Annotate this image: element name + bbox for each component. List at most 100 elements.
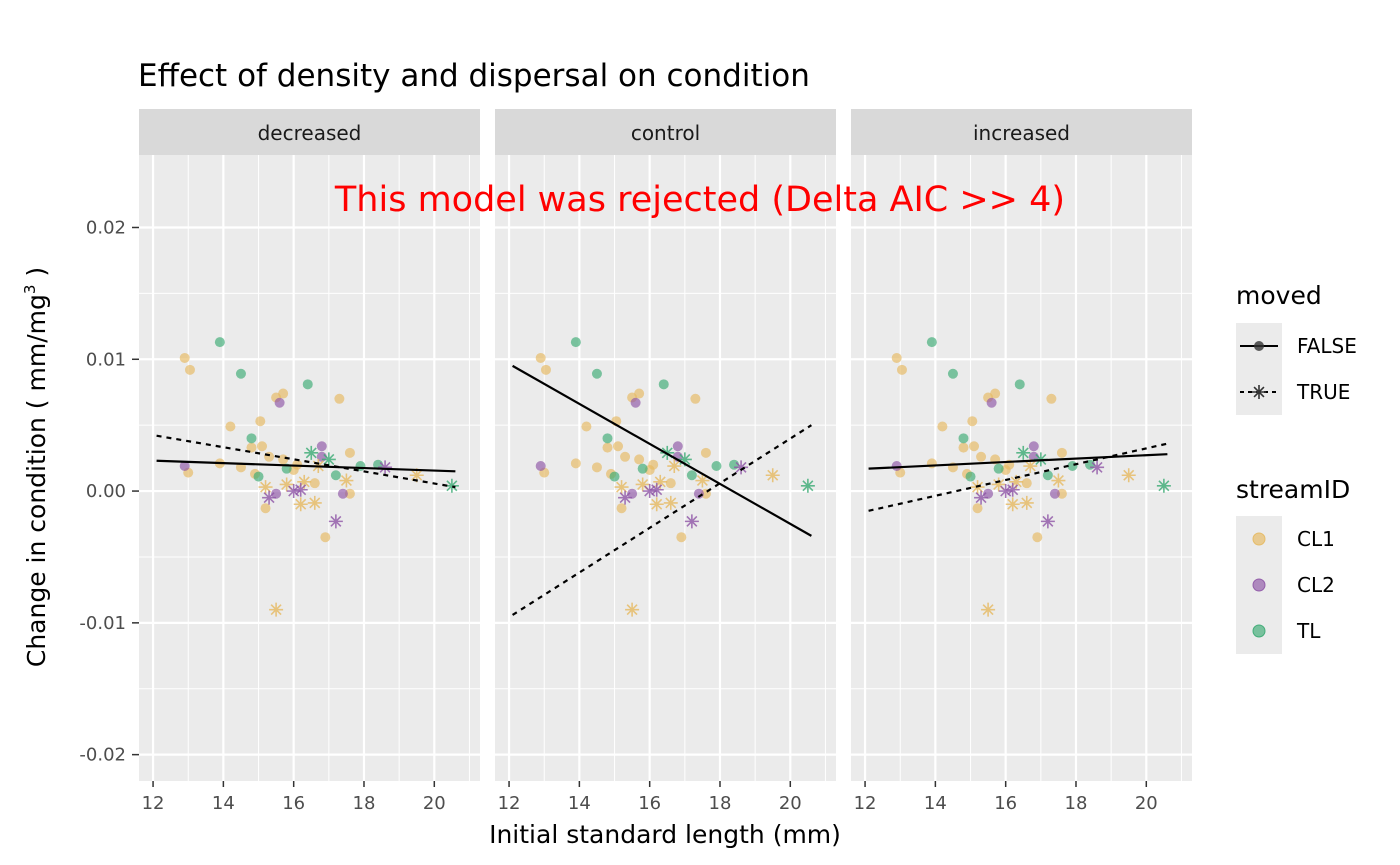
data-point (1021, 478, 1032, 489)
x-tick-label: 20 (1135, 793, 1158, 814)
fit-line-false (868, 453, 1168, 470)
data-point (926, 458, 937, 469)
data-point (570, 337, 581, 348)
legend-key-dot (1252, 578, 1266, 592)
data-point (337, 488, 348, 499)
fit-line-true (868, 442, 1168, 512)
legend-key-dot (1254, 341, 1264, 351)
data-point (986, 397, 997, 408)
data-point-star (991, 477, 1006, 492)
data-point (958, 442, 969, 453)
data-point (616, 503, 627, 514)
data-point (627, 488, 638, 499)
strip-label: increased (973, 121, 1070, 145)
legend-key-dot (1252, 624, 1266, 638)
y-axis-title-close: ) (22, 267, 51, 285)
data-point (591, 462, 602, 473)
data-point-star (1019, 495, 1034, 510)
data-point-star (1009, 474, 1024, 489)
data-point (672, 441, 683, 452)
data-point (613, 441, 624, 452)
data-point (637, 463, 648, 474)
data-point (711, 461, 722, 472)
x-tick-label: 16 (282, 793, 305, 814)
data-point (634, 388, 645, 399)
data-point-star (304, 445, 319, 460)
data-point (993, 463, 1004, 474)
data-point-star (258, 480, 273, 495)
rejection-annotation: This model was rejected (Delta AIC >> 4) (334, 180, 1065, 220)
data-point-star (262, 490, 277, 505)
data-point-star (1005, 497, 1020, 512)
data-point (1046, 393, 1057, 404)
y-tick-label: 0.02 (86, 217, 126, 238)
data-point (665, 478, 676, 489)
legend-label-tl: TL (1296, 619, 1321, 643)
data-point-star (339, 473, 354, 488)
data-point (535, 352, 546, 363)
legend-label-true: TRUE (1296, 380, 1350, 404)
data-point-star (1040, 514, 1055, 529)
panel-background (495, 155, 836, 781)
data-point (179, 461, 190, 472)
facet-increased: increased 12 14 16 18 20 (851, 109, 1192, 814)
data-point-star (642, 484, 657, 499)
data-point (1028, 441, 1039, 452)
x-tick-label: 18 (1065, 793, 1088, 814)
legend-label-cl2: CL2 (1297, 573, 1335, 597)
y-axis-title-superscript: 3 (21, 285, 39, 295)
fit-line-false (512, 364, 812, 537)
data-point-star (1156, 478, 1171, 493)
data-point (1042, 470, 1053, 481)
data-point-star (625, 602, 640, 617)
data-point (1014, 379, 1025, 390)
data-point (700, 447, 711, 458)
data-point (1056, 447, 1067, 458)
x-tick-label: 12 (498, 793, 521, 814)
data-point (896, 364, 907, 375)
strip-background (139, 109, 480, 155)
data-point (1049, 488, 1060, 499)
data-point (214, 337, 225, 348)
data-point-star (286, 484, 301, 499)
data-point (676, 532, 687, 543)
strip-background (851, 109, 1192, 155)
data-point-star (293, 482, 308, 497)
data-point (690, 393, 701, 404)
data-point-star (1023, 459, 1038, 474)
data-point (334, 393, 345, 404)
y-axis: -0.02 -0.01 0.00 0.01 0.02 (79, 217, 139, 766)
x-tick-label: 18 (709, 793, 732, 814)
data-point (264, 451, 275, 462)
data-point-star (1016, 445, 1031, 460)
x-tick-label: 18 (353, 793, 376, 814)
legend-title-moved: moved (1236, 281, 1322, 310)
strip-label: decreased (258, 121, 362, 145)
x-axis-title: Initial standard length (mm) (489, 820, 841, 849)
data-point (540, 364, 551, 375)
data-point-star (684, 514, 699, 529)
data-point-star (293, 497, 308, 512)
data-point (648, 459, 659, 470)
data-point (602, 442, 613, 453)
data-point (620, 451, 631, 462)
data-point-star (649, 482, 664, 497)
data-point-star (981, 602, 996, 617)
data-point-star (677, 452, 692, 467)
x-tick-label: 14 (924, 793, 947, 814)
x-tick-label: 20 (779, 793, 802, 814)
fit-line-false (156, 459, 456, 473)
data-point (891, 352, 902, 363)
legend-key-star (1252, 385, 1266, 399)
data-point-star (663, 495, 678, 510)
data-point (609, 471, 620, 482)
data-point (1032, 532, 1043, 543)
x-tick-label: 14 (568, 793, 591, 814)
data-point (1056, 488, 1067, 499)
data-point (278, 388, 289, 399)
data-point (965, 471, 976, 482)
data-point-star (734, 460, 749, 475)
data-point (257, 441, 268, 452)
